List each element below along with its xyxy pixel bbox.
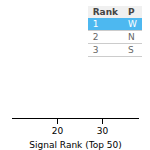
html-text:S: S xyxy=(128,45,134,55)
svg-text:Signal Rank (Top 50): Signal Rank (Top 50) xyxy=(29,140,121,150)
html-text:2: 2 xyxy=(92,32,99,42)
svg-text:20: 20 xyxy=(52,126,64,136)
html-text:N: N xyxy=(128,32,135,42)
html-text:1: 1 xyxy=(92,19,99,29)
html-text:3: 3 xyxy=(92,45,99,55)
html-text:Rank: Rank xyxy=(92,7,119,17)
html-text:W: W xyxy=(128,19,137,29)
svg-text:30: 30 xyxy=(97,126,109,136)
html-text:P: P xyxy=(128,7,135,17)
